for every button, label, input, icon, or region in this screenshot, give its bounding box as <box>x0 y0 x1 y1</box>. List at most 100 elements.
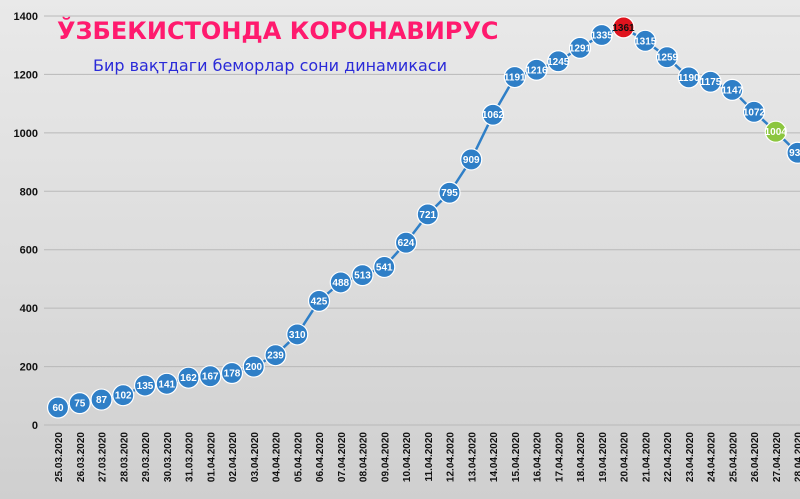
data-point <box>90 388 113 411</box>
data-point <box>46 396 70 419</box>
data-point <box>68 391 91 415</box>
data-label: 87 <box>96 395 108 406</box>
data-point <box>525 58 548 81</box>
y-tick-label: 0 <box>32 420 38 432</box>
x-tick-label: 16.04.2020 <box>533 432 544 482</box>
data-point <box>721 78 744 102</box>
x-tick-label: 03.04.2020 <box>250 432 261 482</box>
data-label: 932 <box>789 148 800 159</box>
data-label: 541 <box>376 262 393 273</box>
x-tick-label: 08.04.2020 <box>359 432 370 482</box>
data-label: 1062 <box>482 110 505 121</box>
x-tick-label: 07.04.2020 <box>337 432 348 482</box>
x-tick-label: 19.04.2020 <box>598 432 609 482</box>
data-point <box>307 289 331 312</box>
data-point <box>155 372 178 395</box>
data-label: 60 <box>52 403 64 414</box>
data-point <box>634 29 657 52</box>
x-tick-label: 04.04.2020 <box>272 432 283 482</box>
x-tick-label: 29.03.2020 <box>141 432 152 482</box>
data-point <box>503 65 526 89</box>
data-points: 60 75 87 102 135 141 162 167 178 200 239 310 425 488 5… <box>46 16 800 419</box>
data-label: 795 <box>441 188 458 199</box>
data-point <box>590 23 613 47</box>
x-tick-label: 11.04.2020 <box>424 432 435 482</box>
data-point <box>786 141 800 164</box>
x-tick-label: 02.04.2020 <box>228 432 239 482</box>
data-label: 488 <box>332 278 349 289</box>
data-point <box>220 361 244 385</box>
x-tick-label: 13.04.2020 <box>467 432 478 482</box>
x-tick-label: 20.04.2020 <box>620 432 631 482</box>
x-axis-ticks: 25.03.2020 26.03.2020 27.03.2020 28.03.2020… <box>54 432 800 482</box>
x-tick-label: 27.04.2020 <box>772 432 783 482</box>
data-point <box>264 344 287 367</box>
data-label: 624 <box>398 238 415 249</box>
x-tick-label: 05.04.2020 <box>293 432 304 482</box>
x-tick-label: 23.04.2020 <box>685 432 696 482</box>
data-point <box>460 148 483 171</box>
data-point <box>481 103 505 126</box>
x-tick-label: 01.04.2020 <box>206 432 217 482</box>
x-tick-label: 31.03.2020 <box>185 432 196 482</box>
x-tick-label: 06.04.2020 <box>315 432 326 482</box>
data-point <box>242 355 265 378</box>
data-point <box>677 66 700 89</box>
y-tick-label: 800 <box>20 186 38 198</box>
x-tick-label: 21.04.2020 <box>641 432 652 482</box>
data-point <box>133 374 157 397</box>
y-axis-ticks: 0 200 400 600 800 1000 1200 1400 <box>14 11 38 432</box>
data-label: 102 <box>115 391 132 402</box>
x-tick-label: 25.04.2020 <box>728 432 739 482</box>
y-tick-label: 400 <box>20 303 38 315</box>
x-tick-label: 24.04.2020 <box>707 432 718 482</box>
data-label: 1335 <box>591 30 614 41</box>
data-point <box>742 100 766 123</box>
data-point <box>199 365 222 388</box>
data-label: 1175 <box>700 77 722 88</box>
data-label: 167 <box>202 372 219 383</box>
data-label: 425 <box>311 296 328 307</box>
data-point <box>112 384 135 407</box>
data-label: 1259 <box>656 53 679 64</box>
data-label: 200 <box>245 362 262 373</box>
y-tick-label: 1000 <box>14 128 38 140</box>
data-label: 135 <box>137 381 154 392</box>
x-tick-label: 28.03.2020 <box>119 432 130 482</box>
data-point <box>416 203 439 226</box>
x-tick-label: 10.04.2020 <box>402 432 413 482</box>
data-label: 1361 <box>612 23 635 34</box>
x-tick-label: 26.04.2020 <box>750 432 761 482</box>
data-point <box>699 70 722 93</box>
data-point <box>286 323 309 346</box>
data-label: 909 <box>463 155 480 166</box>
x-tick-label: 25.03.2020 <box>54 432 65 482</box>
x-tick-label: 30.03.2020 <box>163 432 174 482</box>
data-label: 513 <box>354 271 371 282</box>
chart-subtitle: Бир вақтдаги беморлар сони динамикаси <box>93 56 447 75</box>
data-point <box>547 50 570 73</box>
data-label: 1191 <box>504 73 526 84</box>
data-point <box>612 16 635 39</box>
data-point <box>568 36 592 59</box>
x-tick-label: 18.04.2020 <box>576 432 587 482</box>
x-tick-label: 26.03.2020 <box>76 432 87 482</box>
y-tick-label: 600 <box>20 245 38 257</box>
data-label: 162 <box>180 373 197 384</box>
data-label: 141 <box>158 379 175 390</box>
data-point <box>394 231 418 254</box>
data-label: 721 <box>419 210 436 221</box>
data-label: 1216 <box>525 65 548 76</box>
data-point <box>764 120 787 143</box>
data-label: 1147 <box>721 85 743 96</box>
x-tick-label: 09.04.2020 <box>380 432 391 482</box>
data-label: 1190 <box>678 73 700 84</box>
data-point <box>438 181 461 204</box>
data-label: 239 <box>267 351 284 362</box>
x-tick-label: 12.04.2020 <box>446 432 457 482</box>
y-tick-label: 1400 <box>14 11 38 23</box>
x-tick-label: 17.04.2020 <box>554 432 565 482</box>
data-point <box>373 255 396 279</box>
data-point <box>177 366 200 389</box>
